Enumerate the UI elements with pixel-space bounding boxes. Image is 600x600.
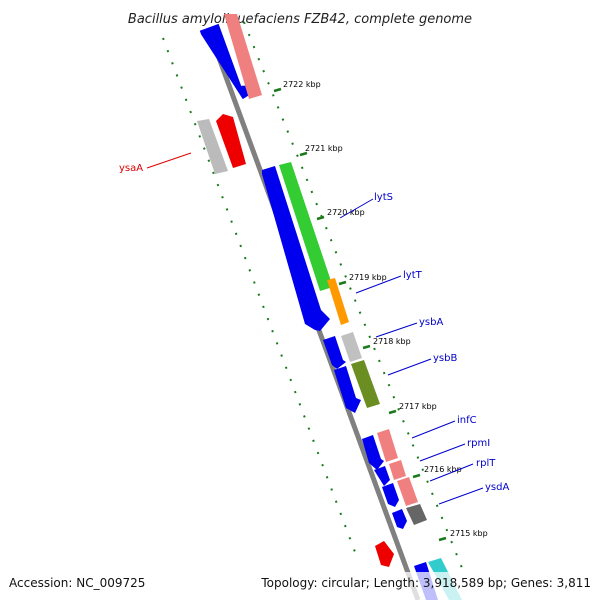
kbp-label: 2719 kbp xyxy=(349,273,387,282)
leader-rpmI xyxy=(419,443,466,462)
leader-ysbB xyxy=(387,358,432,376)
leader-ysbA xyxy=(375,322,418,338)
kbp-label: 2722 kbp xyxy=(283,80,321,89)
label-leaders xyxy=(146,152,484,505)
tick-mark xyxy=(273,87,282,93)
scale-tick-marks xyxy=(273,87,447,542)
leader-ysaA xyxy=(146,152,192,169)
gene-arrow xyxy=(262,166,330,331)
leader-infC xyxy=(411,420,456,439)
gene-label-ysdA: ysdA xyxy=(485,482,509,493)
gene-arrow xyxy=(216,114,246,168)
genome-summary-text: Topology: circular; Length: 3,918,589 bp… xyxy=(260,576,591,590)
leader-rplT xyxy=(429,463,474,482)
leader-ysdA xyxy=(438,487,484,505)
kbp-label: 2720 kbp xyxy=(327,208,365,217)
gene-arrow xyxy=(199,23,251,100)
gene-arrow xyxy=(374,466,390,486)
gene-block xyxy=(397,477,418,506)
map-title: Bacillus amyloliquefaciens FZB42, comple… xyxy=(128,12,472,27)
gene-label-infC: infC xyxy=(457,415,477,426)
gene-block xyxy=(406,504,427,525)
gene-arrow xyxy=(375,541,394,567)
scale-labels: 2722 kbp 2721 kbp 2720 kbp 2719 kbp 2718… xyxy=(283,80,488,538)
leader-lytT xyxy=(355,275,402,294)
gene-arrow xyxy=(334,366,361,413)
tick-mark xyxy=(299,151,308,157)
gene-label-ysbB: ysbB xyxy=(433,353,457,364)
gene-block xyxy=(341,332,362,362)
gene-block xyxy=(224,14,262,99)
gene-arrow xyxy=(323,336,346,369)
tick-mark xyxy=(438,536,447,542)
gene-arrow xyxy=(392,509,407,529)
gene-block xyxy=(351,360,380,408)
kbp-label: 2718 kbp xyxy=(373,337,411,346)
tick-mark xyxy=(316,215,325,221)
inner-dotted-guide xyxy=(243,21,463,569)
gene-block xyxy=(279,162,333,291)
gene-arrow xyxy=(362,435,384,470)
gene-block xyxy=(389,460,406,480)
footer-backdrop xyxy=(0,572,600,600)
gene-label-ysbA: ysbA xyxy=(419,317,443,328)
kbp-label: 2717 kbp xyxy=(399,402,437,411)
outer-dotted-guide xyxy=(162,37,359,561)
kbp-label: 2715 kbp xyxy=(450,529,488,538)
kbp-label: 2721 kbp xyxy=(305,144,343,153)
gene-block xyxy=(197,119,228,174)
gene-label-lytS: lytS xyxy=(374,192,393,203)
leader-lytS xyxy=(339,198,374,219)
gene-block xyxy=(377,429,398,462)
gene-features xyxy=(197,14,462,600)
gene-label-ysaA: ysaA xyxy=(119,163,143,174)
gene-label-lytT: lytT xyxy=(403,270,423,281)
accession-text: Accession: NC_009725 xyxy=(9,576,145,590)
gene-label-rpmI: rpmI xyxy=(467,438,490,449)
tick-mark xyxy=(412,473,421,479)
tick-mark xyxy=(338,280,347,286)
tick-mark xyxy=(388,409,397,415)
gene-arrow xyxy=(382,483,399,507)
tick-mark xyxy=(362,344,371,350)
gene-label-rplT: rplT xyxy=(476,458,496,469)
gene-block xyxy=(327,278,349,325)
gene-labels: ysaA lytS lytT ysbA ysbB infC rpmI rplT … xyxy=(119,163,509,493)
kbp-label: 2716 kbp xyxy=(424,465,462,474)
